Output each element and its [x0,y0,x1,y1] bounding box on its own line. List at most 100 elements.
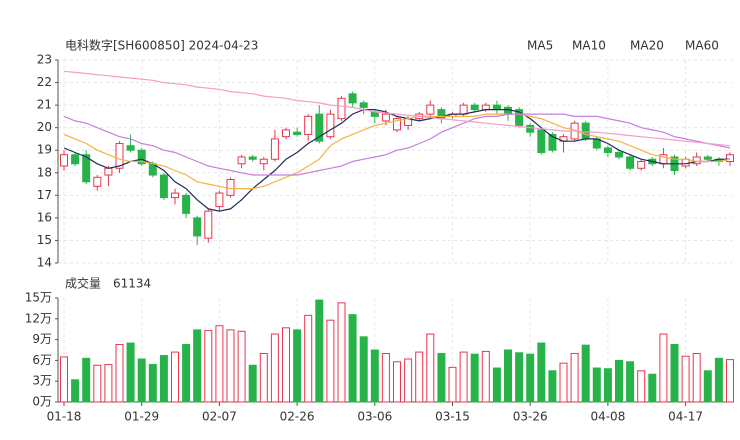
volume-bar [470,353,479,403]
candle-body [603,147,612,153]
volume-bar [481,350,490,403]
volume-bar [681,355,690,403]
candle-body [126,145,135,151]
volume-bar [126,342,135,403]
volume-bar [104,364,113,403]
volume-bar [326,319,335,403]
candle-body [393,118,401,131]
volume-bar [248,364,257,403]
ma-line [63,109,730,212]
y-tick-label: 15万 [25,291,52,305]
volume-bar [648,373,657,403]
candle-body [193,217,202,237]
volume-bar [370,349,379,403]
candle-body [204,210,213,239]
candle-body [237,156,246,165]
candle-body [537,129,546,153]
volume-bar [615,359,623,403]
volume-bar [60,356,68,403]
volume-bar [359,336,368,403]
candle-body [348,93,357,104]
volume-bar [437,352,446,403]
volume-bar [659,333,668,403]
volume-bar [714,357,723,403]
volume-bar [570,352,579,403]
volume-bar [581,344,590,403]
ma-line [63,113,731,176]
candle-body [282,129,290,138]
volume-bar [137,358,146,403]
candle-body [548,133,557,151]
candle-body [226,179,235,196]
y-tick-label: 19 [37,143,52,157]
legend-item: MA20 [630,39,664,53]
candle-body [270,138,279,160]
candle-body [359,102,368,108]
y-tick-label: 16 [37,210,52,224]
candle-body [615,151,623,158]
volume-bar [692,352,701,403]
volume-title: 成交量 [65,276,101,291]
candle-body [581,122,590,140]
candle-body [248,156,257,160]
candle-body [492,104,501,111]
candle-body [159,174,168,199]
legend-item: MA5 [527,39,553,53]
candle-body [326,113,335,138]
y-tick-label: 18 [37,165,52,179]
candle-body [82,154,91,183]
candle-body [459,104,468,115]
volume-bar [148,364,157,403]
candle-body [703,156,712,160]
volume-latest: 61134 [113,277,151,291]
legend-item: MA60 [685,39,719,53]
volume-bar [159,355,168,403]
volume-bar [559,362,568,403]
volume-bar [293,329,302,403]
candle-body [626,156,635,169]
volume-bar [215,325,224,403]
volume-bar [592,367,601,403]
volume-bar [204,330,213,403]
volume-bar [337,302,346,403]
candle-body [637,161,646,169]
candle-body [215,192,224,208]
volume-bar [71,379,80,403]
y-tick-label: 23 [37,53,52,67]
volume-bar [504,349,512,403]
volume-bar [637,370,646,403]
volume-bar [226,329,235,403]
ma-line [63,70,731,147]
volume-bar [193,329,202,403]
volume-bar [182,343,191,403]
volume-bar [415,351,424,403]
x-tick-label: 03-06 [357,410,392,424]
candle-body [293,131,302,135]
candle-body [259,158,268,165]
volume-bar [315,299,324,403]
candle-body [60,154,68,167]
x-tick-label: 01-29 [124,410,159,424]
y-tick-label: 0万 [32,395,52,409]
candle-body [337,97,346,120]
y-tick-label: 14 [37,256,52,270]
volume-bar [703,370,712,403]
volume-bar [237,330,246,403]
volume-bar [270,333,279,403]
legend-item: MA10 [572,39,606,53]
volume-bar [492,367,501,403]
candle-body [104,167,113,176]
x-tick-label: 03-15 [435,410,470,424]
candle-body [171,192,179,199]
volume-bar [515,352,524,403]
candle-body [71,154,80,165]
candle-body [304,115,313,135]
candle-body [526,124,535,133]
candle-body [692,156,701,165]
y-tick-label: 3万 [32,374,52,388]
volume-bar [526,353,535,403]
candle-body [182,194,191,214]
volume-bar [537,342,546,403]
candle-body [470,104,479,111]
